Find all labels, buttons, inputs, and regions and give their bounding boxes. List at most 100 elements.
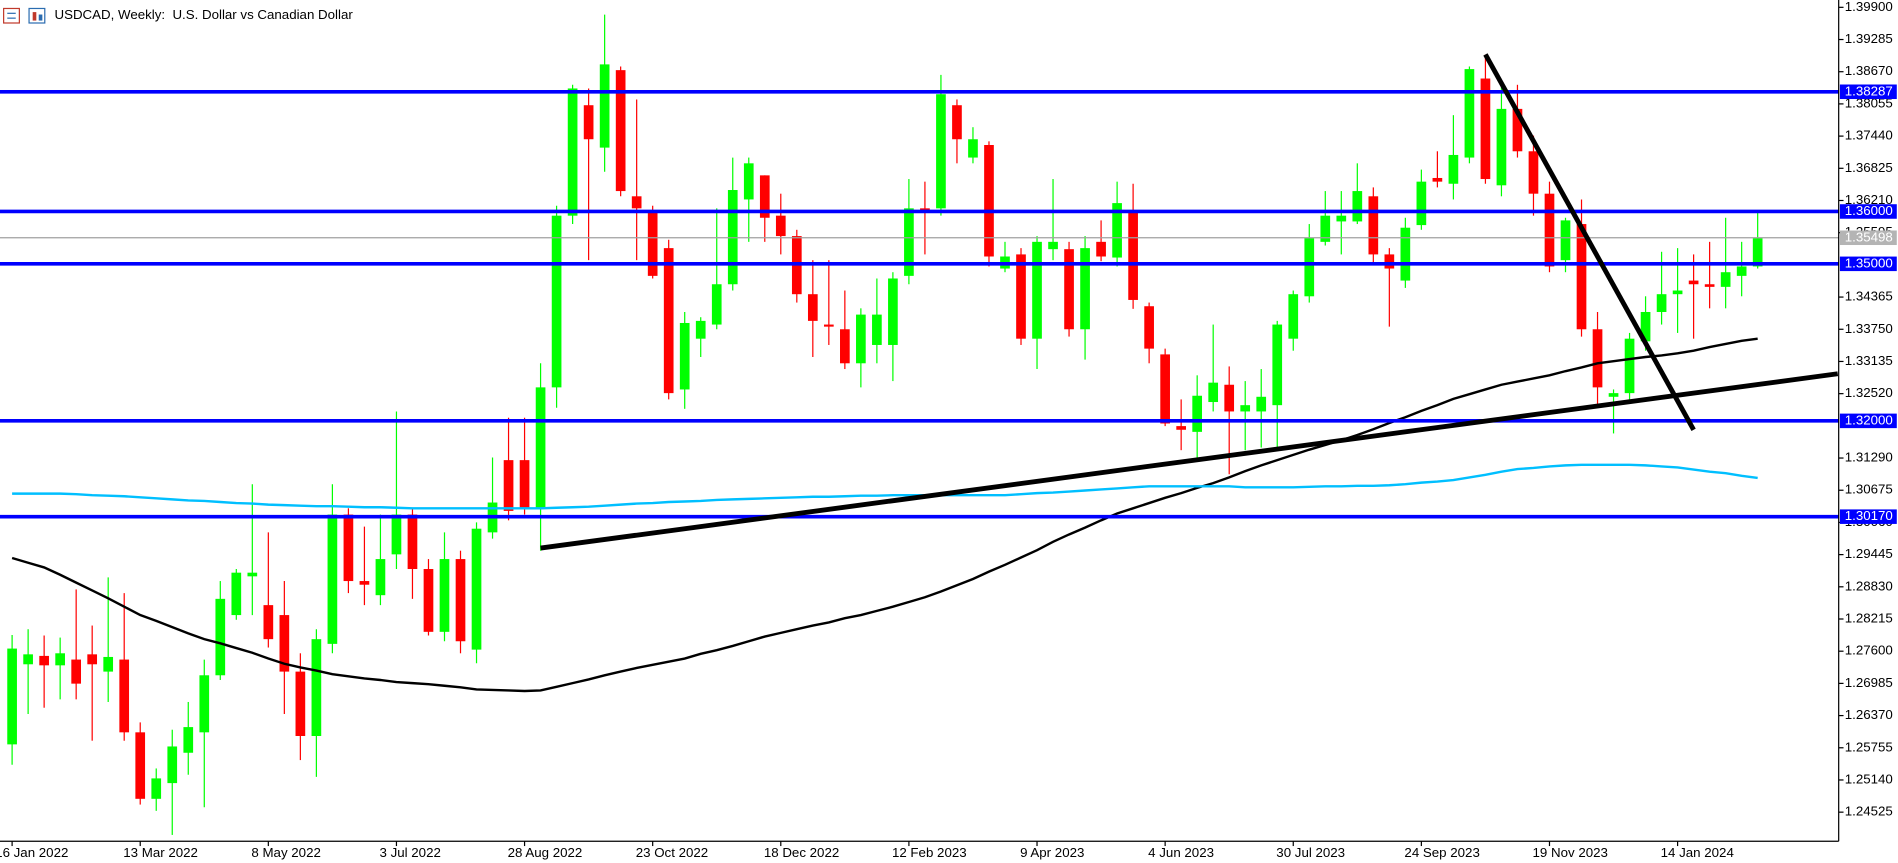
- candle-body: [840, 329, 850, 364]
- candle-body: [1096, 241, 1106, 257]
- candle-body: [551, 215, 562, 388]
- x-tick-label: 8 May 2022: [251, 845, 320, 860]
- candle-body: [1624, 338, 1635, 394]
- candle-body: [1016, 254, 1026, 339]
- y-tick-label: 1.33750: [1845, 321, 1893, 336]
- candle-body: [1288, 294, 1299, 339]
- candle-body: [519, 460, 530, 509]
- x-tick-label: 24 Sep 2023: [1404, 845, 1479, 860]
- candle-body: [1576, 224, 1587, 330]
- icon-chart: [28, 7, 46, 24]
- candle-body: [135, 732, 146, 799]
- y-tick-label: 1.36210: [1845, 192, 1893, 207]
- icon-list: [3, 7, 20, 24]
- candle-body: [1416, 181, 1427, 226]
- candle-body: [1448, 154, 1459, 184]
- candle-body: [1208, 382, 1219, 403]
- y-tick-label: 1.29445: [1845, 546, 1893, 561]
- x-tick-label: 4 Jun 2023: [1148, 845, 1214, 860]
- candle-body: [1592, 329, 1603, 388]
- y-tick-label: 1.38670: [1845, 63, 1893, 78]
- candle-body: [663, 248, 674, 394]
- candle-body: [1384, 254, 1395, 269]
- candle-body: [1272, 324, 1283, 406]
- y-tick-label: 1.26370: [1845, 707, 1893, 722]
- candle-body: [1080, 248, 1090, 330]
- candle-body: [1656, 294, 1667, 312]
- candle-body: [1496, 108, 1507, 186]
- moving-average: [12, 463, 1758, 510]
- candle-body: [952, 105, 962, 140]
- candle-body: [647, 212, 658, 276]
- y-tick-label: 1.36825: [1845, 160, 1893, 175]
- candle-body: [904, 208, 914, 276]
- candle-body: [1544, 193, 1555, 267]
- plot-area: [7, 14, 1763, 835]
- level-label: 1.35000: [1845, 255, 1893, 270]
- candle-body: [311, 639, 322, 736]
- candle-body: [1336, 215, 1347, 222]
- candle-body: [23, 654, 33, 665]
- y-tick-label: 1.26985: [1845, 675, 1893, 690]
- candle-body: [1320, 215, 1331, 242]
- candle-body: [439, 559, 450, 632]
- candle-body: [711, 284, 722, 325]
- x-tick-label: 13 Mar 2022: [123, 845, 198, 860]
- candle-body: [423, 569, 434, 632]
- candle-body: [823, 324, 834, 327]
- candle-body: [1128, 212, 1138, 300]
- candle-body: [583, 105, 594, 140]
- x-tick-label: 14 Jan 2024: [1661, 845, 1734, 860]
- candle-body: [807, 294, 818, 321]
- candle-body: [263, 605, 274, 640]
- y-tick-label: 1.25140: [1845, 771, 1893, 786]
- candle-body: [1464, 69, 1475, 158]
- candle-body: [247, 572, 258, 577]
- candle-body: [407, 514, 418, 570]
- x-tick-label: 16 Jan 2022: [0, 845, 68, 860]
- candle-body: [359, 581, 370, 585]
- level-label-box: [1839, 204, 1897, 219]
- candle-body: [1672, 290, 1683, 295]
- level-label-box: [1839, 84, 1897, 100]
- trendline: [1483, 53, 1696, 431]
- icon-bar: [32, 12, 37, 21]
- candle-body: [183, 727, 194, 753]
- candle-body: [503, 460, 514, 511]
- candle-body: [1304, 238, 1315, 297]
- y-tick-label: 1.33135: [1845, 353, 1893, 368]
- candle-body: [631, 196, 642, 209]
- level-label-box: [1839, 256, 1897, 272]
- candle-body: [1480, 78, 1491, 180]
- candle-body: [1112, 203, 1122, 258]
- candle-body: [279, 615, 290, 672]
- candle-body: [1368, 196, 1379, 255]
- y-tick-label: 1.28830: [1845, 578, 1893, 593]
- candle-body: [775, 215, 786, 237]
- candle-body: [1736, 266, 1747, 276]
- level-label: 1.36000: [1845, 203, 1893, 218]
- candle-body: [1512, 108, 1523, 152]
- x-tick-label: 30 Jul 2023: [1276, 845, 1345, 860]
- candle-body: [727, 190, 738, 285]
- candle-body: [984, 145, 994, 257]
- candle-body: [743, 163, 754, 200]
- y-tick-label: 1.39900: [1845, 0, 1893, 14]
- y-tick-label: 1.27600: [1845, 643, 1893, 658]
- candle-body: [1256, 396, 1267, 412]
- x-tick-label: 18 Dec 2022: [764, 845, 839, 860]
- trendline: [540, 371, 1839, 551]
- level-label-box: [1839, 413, 1897, 429]
- candle-body: [151, 778, 162, 799]
- candle-body: [87, 654, 98, 665]
- candle-body: [599, 64, 610, 148]
- candle-body: [1224, 384, 1235, 412]
- candle-body: [375, 559, 386, 596]
- x-tick-label: 19 Nov 2023: [1533, 845, 1608, 860]
- candle-body: [391, 514, 402, 555]
- x-tick-label: 12 Feb 2023: [892, 845, 967, 860]
- candle-body: [215, 598, 226, 676]
